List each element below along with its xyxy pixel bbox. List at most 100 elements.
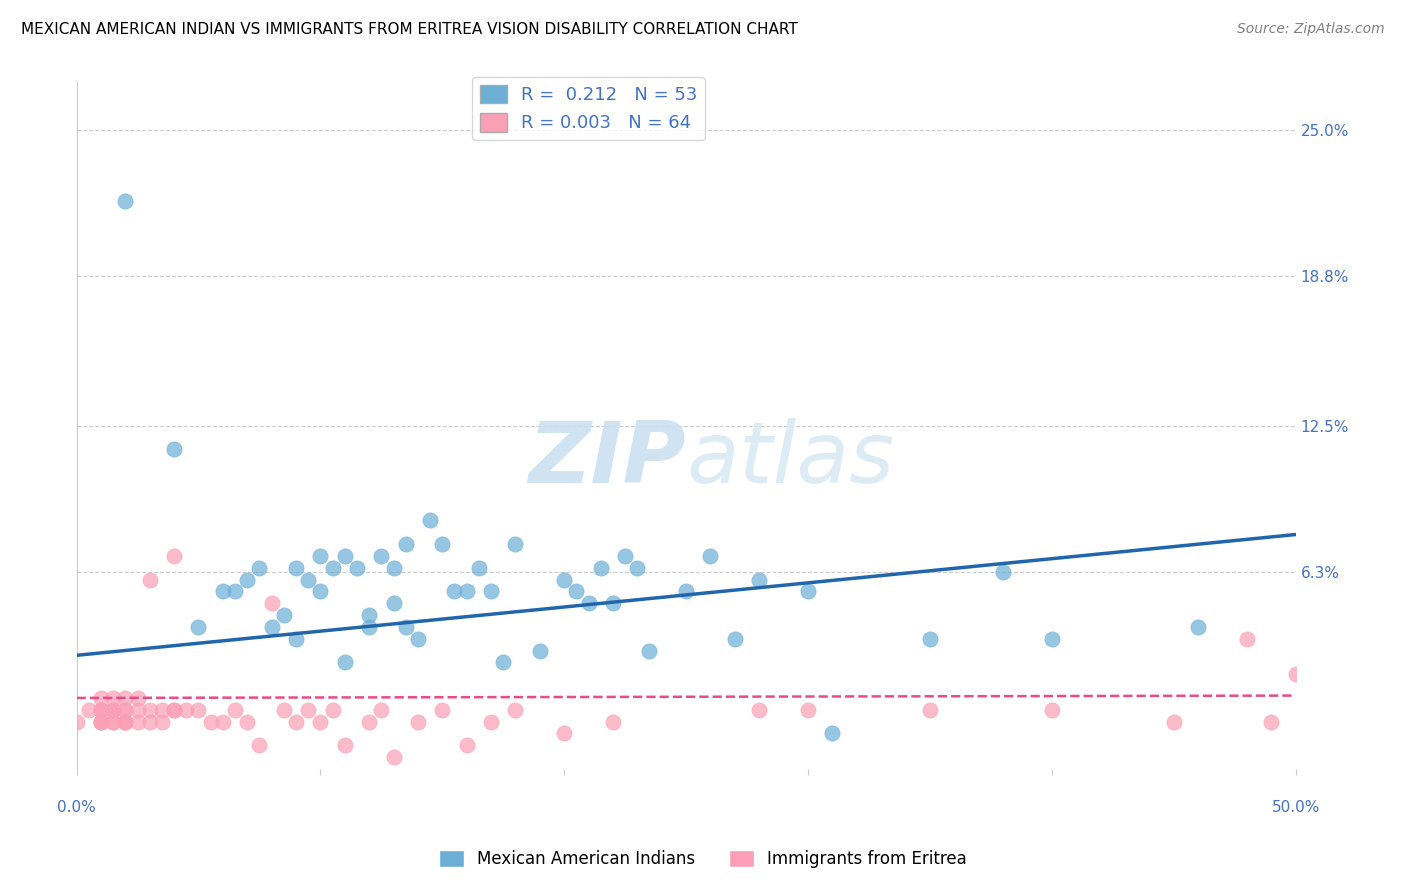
Point bbox=[236, 573, 259, 587]
Point bbox=[200, 714, 222, 729]
Point bbox=[90, 714, 112, 729]
Point bbox=[1040, 632, 1063, 646]
Point bbox=[114, 703, 136, 717]
Point bbox=[797, 584, 820, 599]
Point bbox=[127, 714, 149, 729]
Point bbox=[918, 703, 941, 717]
Legend: R =  0.212   N = 53, R = 0.003   N = 64: R = 0.212 N = 53, R = 0.003 N = 64 bbox=[472, 78, 704, 140]
Text: atlas: atlas bbox=[686, 418, 894, 501]
Point bbox=[150, 703, 173, 717]
Point bbox=[127, 703, 149, 717]
Point bbox=[211, 584, 233, 599]
Point bbox=[1284, 667, 1306, 681]
Point bbox=[468, 560, 491, 574]
Point bbox=[395, 620, 418, 634]
Point bbox=[553, 726, 575, 740]
Point bbox=[395, 537, 418, 551]
Point bbox=[578, 596, 600, 610]
Point bbox=[114, 703, 136, 717]
Point bbox=[443, 584, 465, 599]
Point bbox=[101, 714, 124, 729]
Point bbox=[249, 560, 271, 574]
Point bbox=[553, 573, 575, 587]
Point bbox=[224, 584, 246, 599]
Point bbox=[382, 596, 405, 610]
Point bbox=[565, 584, 588, 599]
Point bbox=[90, 703, 112, 717]
Point bbox=[918, 632, 941, 646]
Point bbox=[456, 739, 478, 753]
Point bbox=[699, 549, 721, 563]
Point bbox=[406, 632, 429, 646]
Point bbox=[77, 703, 100, 717]
Point bbox=[260, 596, 283, 610]
Point bbox=[309, 549, 332, 563]
Point bbox=[432, 537, 454, 551]
Point bbox=[285, 714, 308, 729]
Point bbox=[273, 703, 295, 717]
Point bbox=[127, 690, 149, 705]
Point bbox=[626, 560, 648, 574]
Point bbox=[479, 714, 502, 729]
Point bbox=[675, 584, 697, 599]
Point bbox=[1187, 620, 1209, 634]
Point bbox=[724, 632, 747, 646]
Point bbox=[406, 714, 429, 729]
Point bbox=[114, 714, 136, 729]
Point bbox=[346, 560, 368, 574]
Point bbox=[101, 690, 124, 705]
Point bbox=[138, 703, 160, 717]
Point bbox=[101, 714, 124, 729]
Point bbox=[90, 714, 112, 729]
Point bbox=[285, 560, 308, 574]
Point bbox=[90, 690, 112, 705]
Point bbox=[260, 620, 283, 634]
Point bbox=[101, 703, 124, 717]
Point bbox=[138, 573, 160, 587]
Point bbox=[224, 703, 246, 717]
Point bbox=[602, 596, 624, 610]
Point bbox=[273, 608, 295, 623]
Point bbox=[1163, 714, 1185, 729]
Point bbox=[479, 584, 502, 599]
Text: ZIP: ZIP bbox=[529, 418, 686, 501]
Point bbox=[163, 703, 186, 717]
Point bbox=[382, 560, 405, 574]
Point bbox=[322, 703, 344, 717]
Point bbox=[492, 656, 515, 670]
Point bbox=[90, 714, 112, 729]
Point bbox=[65, 714, 87, 729]
Point bbox=[150, 714, 173, 729]
Point bbox=[333, 739, 356, 753]
Point bbox=[187, 620, 209, 634]
Text: 50.0%: 50.0% bbox=[1271, 799, 1320, 814]
Point bbox=[382, 750, 405, 764]
Point bbox=[1236, 632, 1258, 646]
Point bbox=[174, 703, 197, 717]
Point bbox=[505, 703, 527, 717]
Point bbox=[309, 584, 332, 599]
Point bbox=[359, 714, 381, 729]
Point bbox=[309, 714, 332, 729]
Point bbox=[101, 703, 124, 717]
Point bbox=[589, 560, 612, 574]
Point bbox=[638, 643, 661, 657]
Point bbox=[359, 608, 381, 623]
Point bbox=[821, 726, 844, 740]
Point bbox=[138, 714, 160, 729]
Point bbox=[748, 573, 770, 587]
Point bbox=[1040, 703, 1063, 717]
Point bbox=[114, 194, 136, 208]
Point bbox=[614, 549, 637, 563]
Point bbox=[370, 703, 392, 717]
Point bbox=[236, 714, 259, 729]
Point bbox=[333, 549, 356, 563]
Point bbox=[370, 549, 392, 563]
Point bbox=[114, 690, 136, 705]
Text: Source: ZipAtlas.com: Source: ZipAtlas.com bbox=[1237, 22, 1385, 37]
Point bbox=[419, 513, 441, 527]
Point bbox=[748, 703, 770, 717]
Point bbox=[322, 560, 344, 574]
Point bbox=[163, 442, 186, 457]
Point bbox=[529, 643, 551, 657]
